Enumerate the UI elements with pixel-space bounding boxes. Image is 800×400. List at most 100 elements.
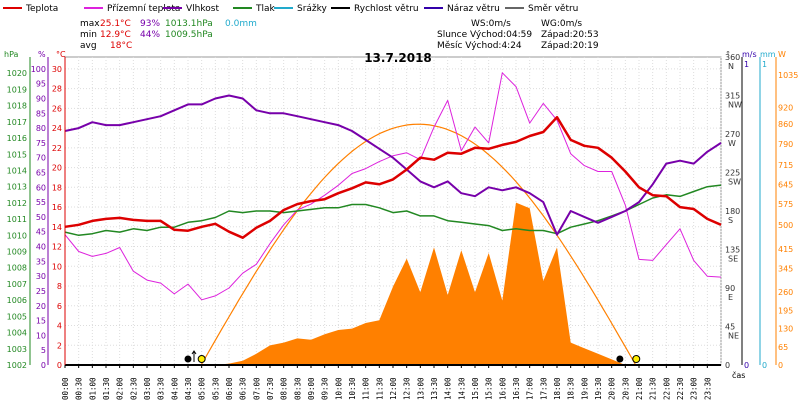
wind-speed-tick-label: 0 — [744, 361, 749, 370]
legend-label-vlhkost: Vlhkost — [186, 4, 219, 14]
x-tick-label: 04:00 — [170, 377, 179, 400]
stats-avg-label: avg — [80, 41, 97, 51]
x-tick-label: 10:00 — [334, 377, 343, 400]
x-tick-label: 17:30 — [539, 377, 548, 400]
humidity-tick-label: 40 — [36, 243, 46, 252]
wind-dir-tick-label: 360 — [725, 53, 740, 62]
legend-label-smer-vetru: Směr větru — [528, 4, 578, 14]
humidity-tick-label: 25 — [36, 287, 46, 296]
temperature-tick-label: 26 — [52, 104, 62, 113]
solar-tick-label: 130 — [778, 325, 793, 334]
humidity-tick-label: 90 — [36, 94, 46, 103]
moonrise-arrow — [191, 350, 197, 362]
x-axis-ticks: 00:00 00:30 01:00 01:30 02:00 02:30 03:00 03:30… — [61, 365, 712, 400]
humidity-tick-label: 35 — [36, 257, 46, 266]
legend-label-tlak: Tlak — [255, 4, 276, 14]
x-tick-label: 21:00 — [635, 377, 644, 400]
x-tick-label: 18:00 — [553, 377, 562, 400]
unit-cas: čas — [732, 370, 745, 380]
pressure-tick-label: 1004 — [7, 329, 27, 338]
wind-speed-tick-label: 1 — [744, 60, 749, 69]
legend-label-prizemni-teplota: Přízemní teplota — [107, 4, 180, 14]
humidity-tick-label: 50 — [36, 213, 46, 222]
x-tick-label: 13:30 — [430, 377, 439, 400]
wind-dir-tick-label: 135 — [725, 246, 740, 255]
rain-tick-label: 0 — [762, 361, 767, 370]
x-tick-label: 19:00 — [580, 377, 589, 400]
wind-dir-compass-label: NE — [728, 332, 739, 341]
solar-tick-label: 1035 — [778, 71, 798, 80]
pressure-tick-label: 1016 — [7, 134, 27, 143]
solar-tick-label: 575 — [778, 200, 793, 209]
x-tick-label: 04:30 — [184, 377, 193, 400]
pressure-tick-label: 1009 — [7, 248, 27, 257]
humidity-tick-label: 85 — [36, 109, 46, 118]
wind-dir-tick-label: 225 — [725, 169, 740, 178]
temperature-tick-label: 0 — [57, 361, 62, 370]
humidity-tick-label: 10 — [36, 331, 46, 340]
unit-pct: % — [38, 50, 46, 59]
pressure-tick-label: 1003 — [7, 345, 27, 354]
stats-max-hum: 93% — [140, 19, 160, 29]
temperature-tick-label: 14 — [52, 223, 62, 232]
humidity-tick-label: 15 — [36, 317, 46, 326]
x-tick-label: 22:30 — [676, 377, 685, 400]
solar-tick-label: 790 — [778, 140, 793, 149]
humidity-tick-label: 60 — [36, 183, 46, 192]
x-tick-label: 01:00 — [88, 377, 97, 400]
x-tick-label: 06:30 — [239, 377, 248, 400]
pressure-tick-label: 1019 — [7, 85, 27, 94]
rain-tick-label: 1 — [762, 60, 767, 69]
wind-dir-tick-label: 180 — [725, 207, 740, 216]
temperature-tick-label: 18 — [52, 183, 62, 192]
solar-tick-label: 645 — [778, 180, 793, 189]
sunrise-marker — [197, 355, 206, 363]
stats-max-temp: 25.1°C — [100, 19, 131, 29]
humidity-tick-label: 70 — [36, 154, 46, 163]
pressure-tick-label: 1002 — [7, 361, 27, 370]
legend-label-naraz-vetru: Náraz větru — [447, 4, 500, 14]
x-tick-label: 12:00 — [389, 377, 398, 400]
pressure-tick-label: 1005 — [7, 312, 27, 321]
series-line-p-zemn-teplota — [64, 72, 722, 301]
x-tick-label: 16:30 — [512, 377, 521, 400]
wind-dir-compass-label: W — [728, 139, 736, 148]
unit-w: W — [778, 50, 786, 59]
solar-tick-label: 860 — [778, 120, 793, 129]
humidity-tick-label: 95 — [36, 80, 46, 89]
x-tick-label: 07:00 — [252, 377, 261, 400]
humidity-tick-label: 80 — [36, 124, 46, 133]
x-tick-label: 15:00 — [471, 377, 480, 400]
stats-max-label: max — [80, 19, 100, 29]
solar-tick-label: 920 — [778, 103, 793, 112]
pressure-tick-label: 1018 — [7, 102, 27, 111]
pressure-tick-label: 1014 — [7, 166, 27, 175]
solar-radiation-area — [65, 202, 721, 365]
humidity-tick-label: 75 — [36, 139, 46, 148]
wind-dir-compass-label: N — [728, 62, 734, 71]
legend-item-rychlost: Rychlost větru — [331, 4, 419, 14]
humidity-tick-label: 20 — [36, 302, 46, 311]
temperature-tick-label: 6 — [57, 302, 62, 311]
sun-moon-markers — [184, 350, 641, 363]
unit-mm: mm — [760, 50, 776, 59]
series-line-vlhkost — [64, 94, 722, 236]
wind-dir-tick-label: 90 — [725, 284, 735, 293]
info-sun-set: Západ:20:53 — [541, 30, 599, 40]
moonset-marker — [616, 355, 624, 363]
info-sun: Slunce Východ:04:59 — [437, 30, 532, 40]
x-tick-label: 00:30 — [75, 377, 84, 400]
legend-label-rychlost-vetru: Rychlost větru — [354, 4, 419, 14]
humidity-tick-label: 0 — [41, 361, 46, 370]
pressure-tick-label: 1013 — [7, 183, 27, 192]
solar-tick-label: 500 — [778, 221, 793, 230]
x-tick-label: 06:00 — [225, 377, 234, 400]
humidity-tick-label: 45 — [36, 228, 46, 237]
x-tick-label: 02:00 — [116, 377, 125, 400]
x-tick-label: 07:30 — [266, 377, 275, 400]
temperature-tick-label: 10 — [52, 262, 62, 271]
x-tick-label: 12:30 — [403, 377, 412, 400]
wind-dir-compass-label: NW — [728, 101, 742, 110]
x-tick-label: 11:00 — [362, 377, 371, 400]
humidity-tick-label: 65 — [36, 169, 46, 178]
